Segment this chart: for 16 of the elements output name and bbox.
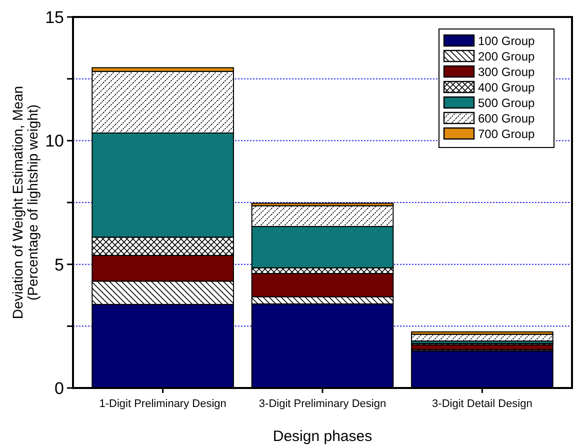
- x-tick-label: 3-Digit Detail Design: [432, 398, 532, 410]
- x-axis-title: Design phases: [272, 428, 372, 445]
- y-tick-label: 0: [54, 378, 64, 398]
- y-axis-title: Deviation of Weight Estimation, Mean (Percentage of lightship weight): [9, 86, 41, 320]
- x-tick-label: 3-Digit Preliminary Design: [258, 398, 386, 410]
- legend-label: 300 Group: [478, 65, 536, 79]
- x-tick-label: 1-Digit Preliminary Design: [99, 398, 226, 410]
- legend-label: 100 Group: [478, 34, 536, 48]
- y-tick-label: 10: [45, 132, 64, 151]
- legend-label: 600 Group: [478, 112, 536, 126]
- y-tick-label: 5: [54, 255, 64, 274]
- legend-label: 200 Group: [478, 50, 536, 64]
- legend-label: 500 Group: [478, 96, 536, 110]
- legend-label: 700 Group: [478, 127, 536, 141]
- y-tick-label: 15: [45, 8, 64, 27]
- legend-label: 400 Group: [478, 80, 536, 94]
